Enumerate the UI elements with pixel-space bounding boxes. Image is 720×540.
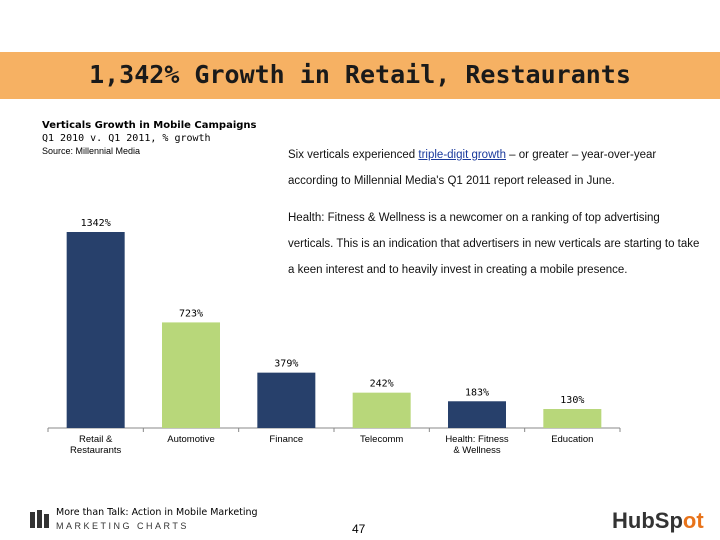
bar [448,401,506,428]
data-label: 723% [179,308,203,319]
bar [257,372,316,428]
chart-source: Source: Millennial Media [42,146,141,156]
triple-digit-growth-link[interactable]: triple-digit growth [418,149,506,161]
category-label: Health: Fitness [445,434,509,445]
chart-subtitle: Q1 2010 v. Q1 2011, % growth [42,133,211,144]
data-label: 183% [465,387,489,398]
data-label: 242% [370,379,394,390]
hubspot-logo-a: HubSp [612,508,683,533]
marketing-charts-logo-icon [30,510,49,528]
data-label: 379% [274,359,298,370]
chart-title: Verticals Growth in Mobile Campaigns [42,120,257,131]
hubspot-logo: HubSpot [612,508,704,534]
bar [66,232,125,428]
bar [162,322,220,428]
data-label: 130% [560,395,584,406]
category-label: Restaurants [70,445,121,456]
data-label: 1342% [81,218,111,229]
bar [543,409,602,428]
paragraph-growth: Six verticals experienced triple-digit g… [288,142,708,194]
category-label: Automotive [167,434,215,445]
bar [352,392,411,428]
title-banner [0,52,720,99]
category-label: Retail & [79,434,113,445]
slide-title: 1,342% Growth in Retail, Restaurants [89,60,631,89]
category-label: & Wellness [453,445,501,456]
paragraph-health: Health: Fitness & Wellness is a newcomer… [288,212,700,276]
category-label: Finance [269,434,303,445]
page-number: 47 [352,522,366,536]
paragraph-growth-text-a: Six verticals experienced [288,149,419,161]
footer-tagline: More than Talk: Action in Mobile Marketi… [56,507,258,518]
category-label: Telecomm [360,434,403,445]
footer-brand: MARKETING CHARTS [56,521,189,531]
paragraph-growth-text-b: – or greater – year-over-year according … [288,149,657,187]
hubspot-logo-b: ot [682,508,704,533]
category-label: Education [551,434,593,445]
